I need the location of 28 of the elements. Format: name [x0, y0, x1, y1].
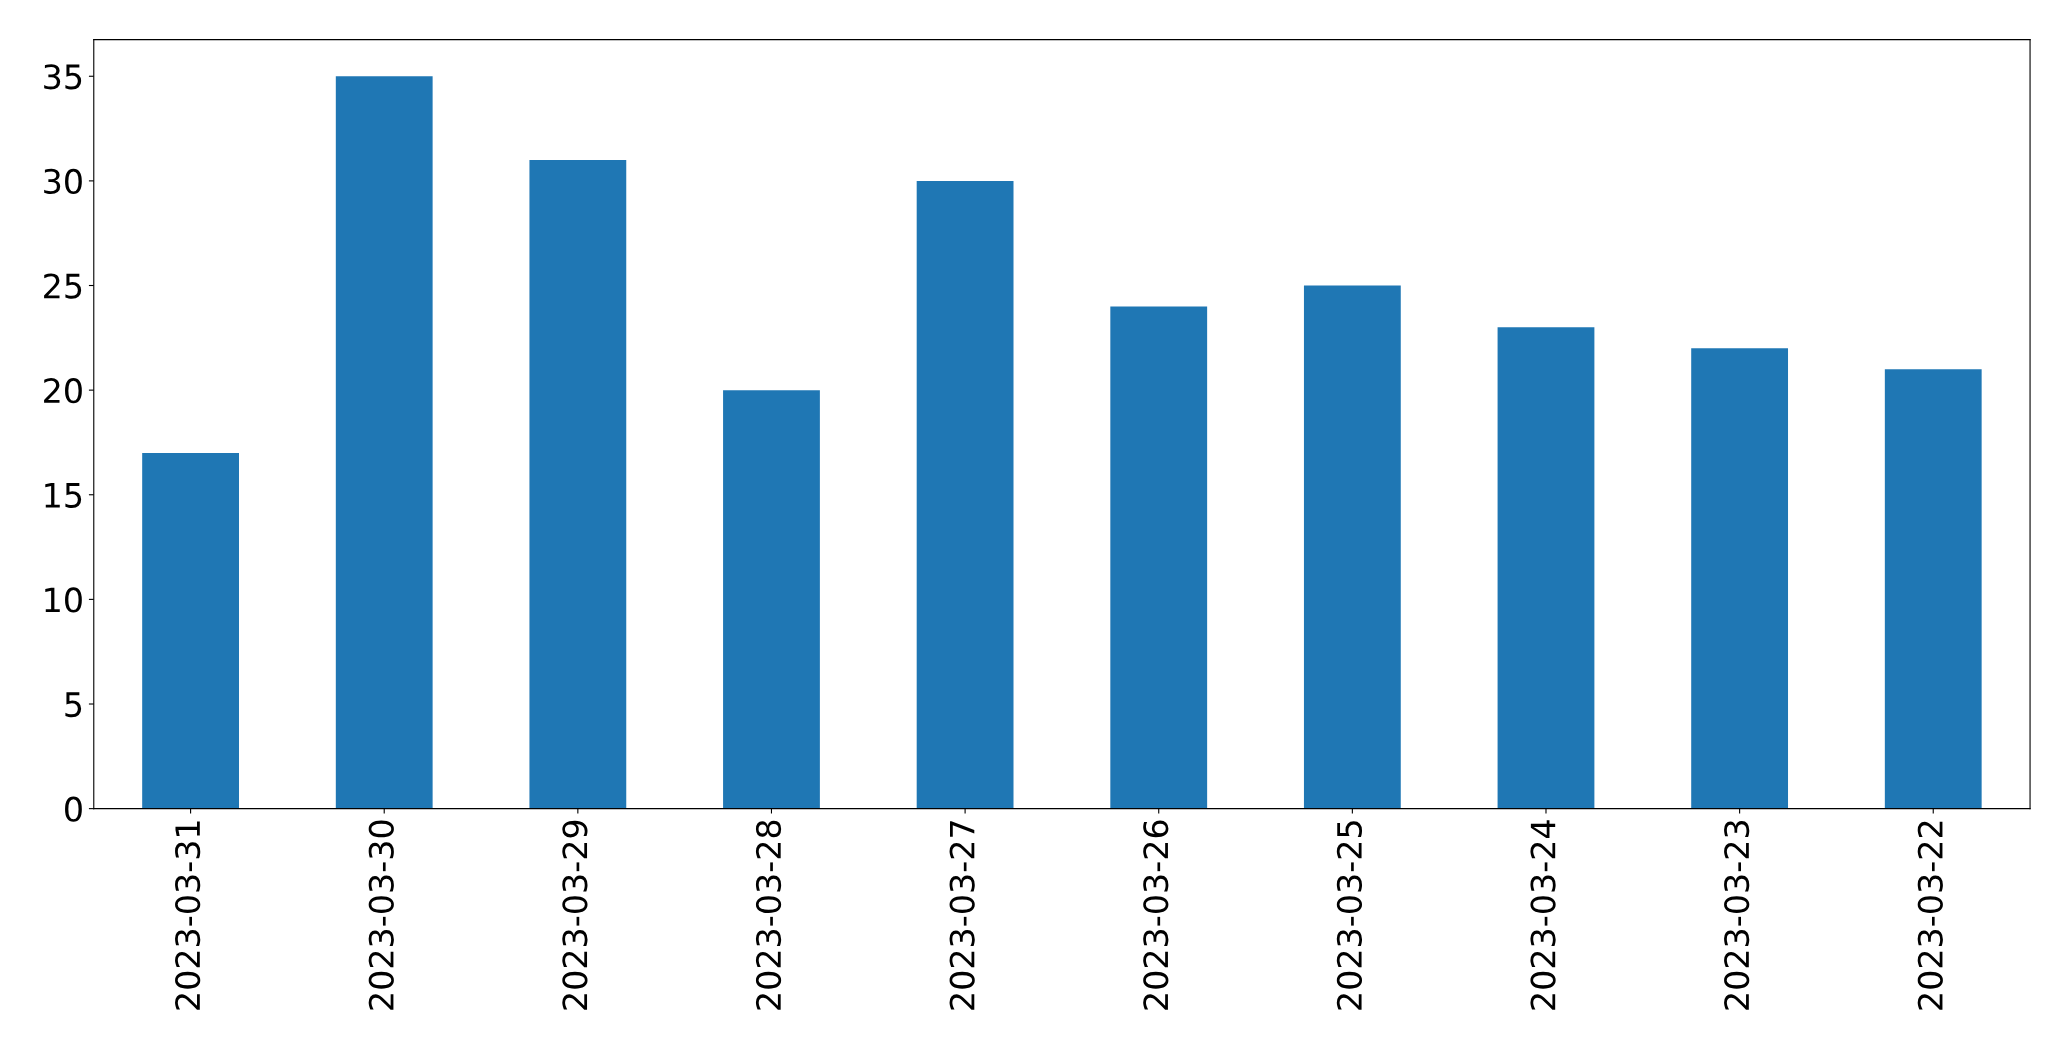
bar: [1884, 369, 1982, 809]
bar: [1691, 348, 1789, 809]
y-tick-label: 30: [44, 168, 82, 195]
y-tick-label: 25: [44, 273, 82, 299]
x-tick-label: 2023-03-24: [1530, 820, 1556, 1010]
x-tick-label: 2023-03-29: [562, 820, 588, 1010]
bar: [1303, 285, 1401, 809]
y-tick-label: 10: [45, 587, 82, 613]
bar: [335, 76, 433, 809]
x-tick-label: 2023-03-26: [1143, 820, 1169, 1010]
bar: [142, 452, 239, 809]
bar: [529, 159, 627, 809]
x-tick-label: 2023-03-30: [368, 820, 394, 1010]
x-tick-label: 2023-03-31: [175, 821, 201, 1010]
y-tick-label: 5: [65, 692, 82, 718]
y-tick-label: 0: [65, 796, 82, 822]
x-tick-label: 2023-03-25: [1336, 821, 1363, 1010]
y-tick-label: 35: [44, 64, 82, 90]
x-tick-label: 2023-03-28: [755, 820, 782, 1010]
y-tick-label: 20: [44, 378, 82, 404]
x-tick-label: 2023-03-22: [1917, 821, 1943, 1010]
y-tick-label: 15: [45, 483, 82, 508]
bar: [1110, 306, 1208, 809]
x-tick-label: 2023-03-23: [1724, 821, 1750, 1010]
x-tick-label: 2023-03-27: [949, 821, 975, 1010]
bar: [723, 390, 820, 809]
bar: [916, 180, 1014, 809]
bar: [1497, 327, 1595, 809]
